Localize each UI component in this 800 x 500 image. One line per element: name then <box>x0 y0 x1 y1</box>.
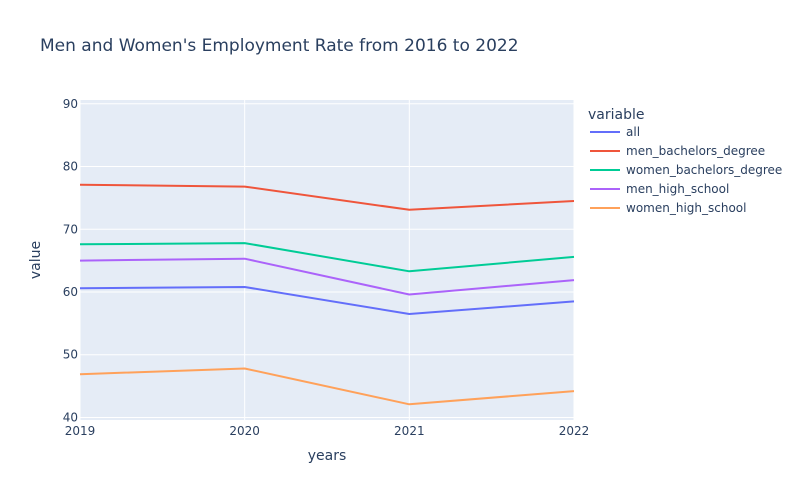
x-tick-label: 2022 <box>559 424 590 438</box>
x-gridlines <box>79 100 575 420</box>
legend-item-label: all <box>626 125 640 139</box>
x-axis-ticks: 2019 2020 2021 2022 <box>65 424 590 438</box>
x-tick-label: 2020 <box>229 424 260 438</box>
chart-title: Men and Women's Employment Rate from 201… <box>40 36 519 56</box>
series-line-women-bachelors-degree <box>79 242 575 273</box>
series-line-all <box>79 286 575 315</box>
x-tick-label: 2021 <box>394 424 425 438</box>
series-line-women-high-school <box>79 367 575 406</box>
y-gridlines <box>80 103 574 418</box>
legend-title: variable <box>588 107 644 123</box>
x-axis-title: years <box>308 448 347 464</box>
legend-item-label: men_bachelors_degree <box>626 144 765 158</box>
series-line-men-bachelors-degree <box>79 183 575 211</box>
y-tick-label: 80 <box>63 160 78 174</box>
y-axis-ticks: 40 50 60 70 80 90 <box>63 97 78 425</box>
legend: variable all men_bachelors_degree women_ba… <box>588 107 782 215</box>
series-line-men-high-school <box>79 257 575 296</box>
y-tick-label: 90 <box>63 97 78 111</box>
y-tick-label: 40 <box>63 410 78 424</box>
series-lines <box>79 183 575 406</box>
legend-item-label: women_bachelors_degree <box>626 163 782 177</box>
x-tick-label: 2019 <box>65 424 96 438</box>
legend-item-label: men_high_school <box>626 182 729 196</box>
y-axis-title: value <box>28 241 44 279</box>
y-tick-label: 50 <box>63 348 78 362</box>
y-tick-label: 60 <box>63 285 78 299</box>
y-tick-label: 70 <box>63 222 78 236</box>
legend-item-label: women_high_school <box>626 201 746 215</box>
